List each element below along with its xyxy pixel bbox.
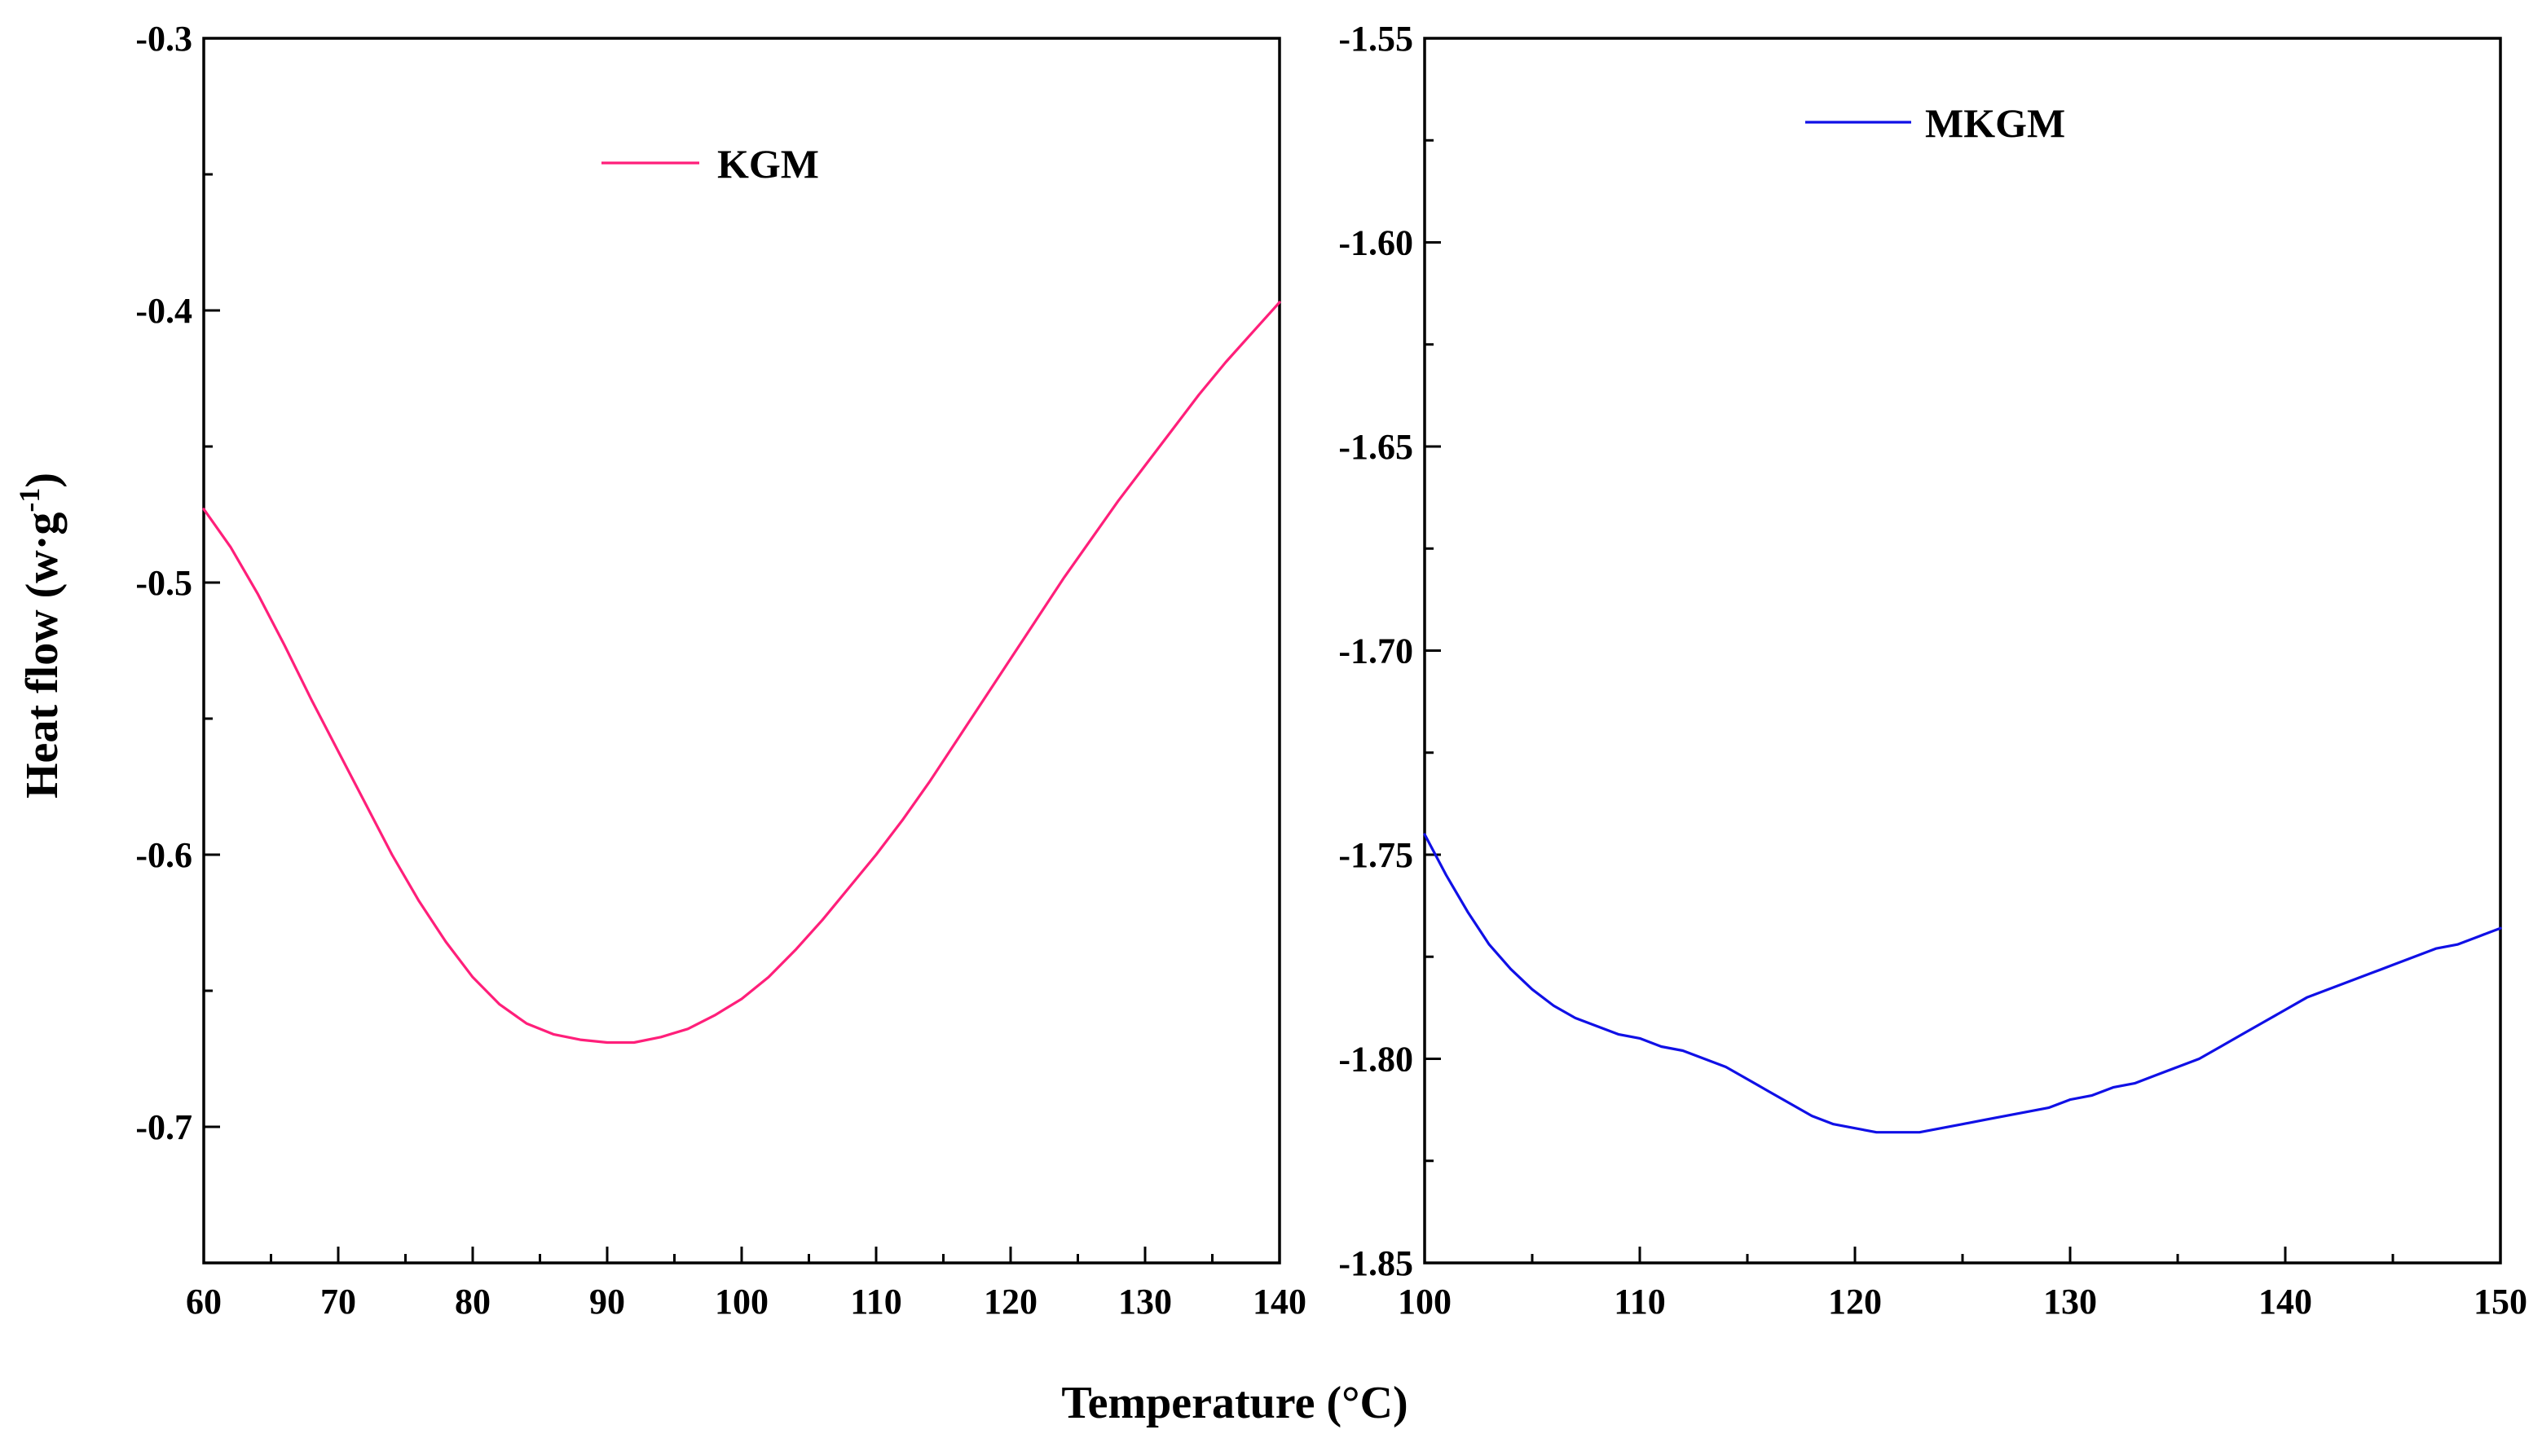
x-axis-title: Temperature (°C) xyxy=(1061,1378,1408,1428)
kgm-panel: 60 70 80 90 100 110 120 130 140 -0.7 -0.6 -0.5 -0.4 -… xyxy=(135,19,1306,1322)
y-axis-title-superscript: -1 xyxy=(13,488,46,512)
mkgm-ytick-label: -1.85 xyxy=(1338,1243,1413,1283)
mkgm-panel: 100 110 120 130 140 150 -1.85 -1.80 -1.75 -1.70 -1… xyxy=(1338,19,2527,1322)
kgm-xtick-label: 60 xyxy=(186,1282,222,1322)
y-axis-title-end: ) xyxy=(17,473,68,488)
mkgm-xtick-label: 150 xyxy=(2474,1282,2527,1322)
kgm-ytick-label: -0.3 xyxy=(135,19,192,59)
kgm-axis-ticks: 60 70 80 90 100 110 120 130 140 -0.7 -0.6 -0.5 -0.4 -… xyxy=(135,19,1306,1322)
y-axis-title-main: Heat flow (w·g xyxy=(17,512,68,798)
kgm-xtick-label: 90 xyxy=(589,1282,625,1322)
kgm-curve xyxy=(202,301,1281,1045)
mkgm-series xyxy=(1423,833,2502,1134)
kgm-xtick-label: 100 xyxy=(715,1282,769,1322)
kgm-ytick-label: -0.6 xyxy=(135,835,192,875)
kgm-ytick-label: -0.5 xyxy=(135,563,192,603)
kgm-xtick-label: 130 xyxy=(1118,1282,1172,1322)
mkgm-ytick-label: -1.75 xyxy=(1338,835,1413,875)
kgm-xtick-label: 80 xyxy=(455,1282,491,1322)
mkgm-curve xyxy=(1423,833,2502,1134)
mkgm-ytick-label: -1.70 xyxy=(1338,631,1413,671)
kgm-xtick-label: 70 xyxy=(320,1282,356,1322)
kgm-plot-frame xyxy=(202,37,1281,1265)
kgm-legend: KGM xyxy=(601,141,819,187)
kgm-ytick-label: -0.4 xyxy=(135,291,192,331)
mkgm-legend: MKGM xyxy=(1805,100,2065,146)
mkgm-xtick-label: 140 xyxy=(2258,1282,2312,1322)
mkgm-plot-frame xyxy=(1423,37,2502,1265)
kgm-xtick-label: 110 xyxy=(850,1282,902,1322)
mkgm-xtick-label: 120 xyxy=(1828,1282,1882,1322)
mkgm-legend-label: MKGM xyxy=(1925,100,2065,146)
y-axis-title: Heat flow (w·g-1) xyxy=(13,473,68,798)
mkgm-ytick-label: -1.65 xyxy=(1338,427,1413,467)
mkgm-ytick-label: -1.80 xyxy=(1338,1040,1413,1080)
mkgm-ytick-label: -1.60 xyxy=(1338,223,1413,263)
mkgm-xtick-label: 110 xyxy=(1614,1282,1666,1322)
mkgm-xtick-label: 130 xyxy=(2043,1282,2097,1322)
mkgm-xtick-label: 100 xyxy=(1398,1282,1452,1322)
kgm-xtick-label: 140 xyxy=(1253,1282,1306,1322)
mkgm-axis-ticks: 100 110 120 130 140 150 -1.85 -1.80 -1.75 -1.70 -1… xyxy=(1338,19,2527,1322)
mkgm-ytick-label: -1.55 xyxy=(1338,19,1413,59)
kgm-xtick-label: 120 xyxy=(984,1282,1038,1322)
kgm-legend-label: KGM xyxy=(717,141,819,187)
kgm-ytick-label: -0.7 xyxy=(135,1107,192,1147)
kgm-series xyxy=(202,301,1281,1045)
